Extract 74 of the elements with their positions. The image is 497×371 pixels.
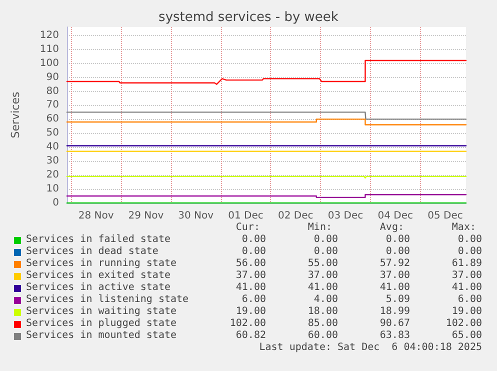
text: 18.99 bbox=[380, 306, 410, 318]
legend-label: Services in plugged state bbox=[26, 318, 177, 330]
text: 5.09 bbox=[386, 294, 410, 306]
text: 37.00 bbox=[380, 270, 410, 282]
x-tick-label: 01 Dec bbox=[228, 210, 264, 222]
text: 0.00 bbox=[458, 234, 482, 246]
y-tick-label: 110 bbox=[40, 44, 59, 55]
text: 41.00 bbox=[380, 282, 410, 294]
y-tick-label: 120 bbox=[40, 30, 59, 41]
text: 0.00 bbox=[242, 234, 266, 246]
text: 90.67 bbox=[380, 318, 410, 330]
text: 85.00 bbox=[308, 318, 338, 330]
text: 0.00 bbox=[314, 246, 338, 258]
legend-label: Services in waiting state bbox=[26, 306, 177, 318]
legend-label: Services in active state bbox=[26, 282, 170, 294]
text: 41.00 bbox=[452, 282, 482, 294]
text: 63.83 bbox=[380, 330, 410, 342]
text: 0.00 bbox=[242, 246, 266, 258]
y-tick-label: 60 bbox=[46, 114, 59, 125]
x-tick-label: 05 Dec bbox=[428, 210, 463, 222]
y-tick-label: 70 bbox=[46, 100, 59, 111]
text: 0.00 bbox=[458, 246, 482, 258]
text: 57.92 bbox=[380, 258, 410, 270]
text: 56.00 bbox=[236, 258, 266, 270]
y-tick-label: 100 bbox=[40, 58, 59, 69]
legend-label: Services in exited state bbox=[26, 270, 170, 282]
y-tick-label: 0 bbox=[52, 198, 59, 208]
legend-label: Services in dead state bbox=[26, 246, 158, 258]
text: 0.00 bbox=[314, 234, 338, 246]
text: 19.00 bbox=[452, 306, 482, 318]
text: Avg: bbox=[380, 222, 404, 234]
text: 37.00 bbox=[452, 270, 482, 282]
x-tick-label: 30 Nov bbox=[178, 210, 214, 222]
text: 0.00 bbox=[386, 246, 410, 258]
text: 65.00 bbox=[452, 330, 482, 342]
text: 102.00 bbox=[230, 318, 266, 330]
text: 6.00 bbox=[242, 294, 266, 306]
text: 55.00 bbox=[308, 258, 338, 270]
text: 18.00 bbox=[308, 306, 338, 318]
text: 41.00 bbox=[308, 282, 338, 294]
y-tick-label: 30 bbox=[46, 156, 59, 167]
legend-label: Services in running state bbox=[26, 258, 177, 270]
legend-label: Services in mounted state bbox=[26, 330, 177, 342]
text: 37.00 bbox=[236, 270, 266, 282]
y-tick-label: 20 bbox=[46, 170, 59, 181]
text: 60.82 bbox=[236, 330, 266, 342]
legend-label: Services in listening state bbox=[26, 294, 189, 306]
text: Min: bbox=[308, 222, 332, 234]
x-tick-label: 04 Dec bbox=[378, 210, 413, 222]
text: 4.00 bbox=[314, 294, 338, 306]
y-tick-label: 80 bbox=[46, 86, 59, 97]
text: Cur: bbox=[236, 222, 260, 234]
y-axis-title: Services bbox=[9, 92, 22, 138]
text: 61.89 bbox=[452, 258, 482, 270]
x-tick-label: 28 Nov bbox=[78, 210, 114, 222]
text: 102.00 bbox=[446, 318, 482, 330]
text: 37.00 bbox=[308, 270, 338, 282]
text: 6.00 bbox=[458, 294, 482, 306]
x-tick-label: 02 Dec bbox=[278, 210, 314, 222]
text: 19.00 bbox=[236, 306, 266, 318]
y-tick-label: 90 bbox=[46, 72, 59, 83]
line-series bbox=[66, 60, 467, 85]
text: 0.00 bbox=[386, 234, 410, 246]
x-tick-label: 03 Dec bbox=[328, 210, 364, 222]
y-tick-label: 50 bbox=[46, 128, 59, 139]
x-tick-label: 29 Nov bbox=[128, 210, 164, 222]
chart-title: systemd services - by week bbox=[158, 10, 339, 25]
y-tick-label: 40 bbox=[46, 142, 59, 153]
y-tick-label: 10 bbox=[46, 184, 59, 195]
text: Last update: Sat Dec 6 04:00:18 2025 bbox=[259, 342, 482, 354]
text: 60.00 bbox=[308, 330, 338, 342]
text: 41.00 bbox=[236, 282, 266, 294]
text: Max: bbox=[452, 222, 476, 234]
legend-label: Services in failed state bbox=[26, 234, 170, 246]
